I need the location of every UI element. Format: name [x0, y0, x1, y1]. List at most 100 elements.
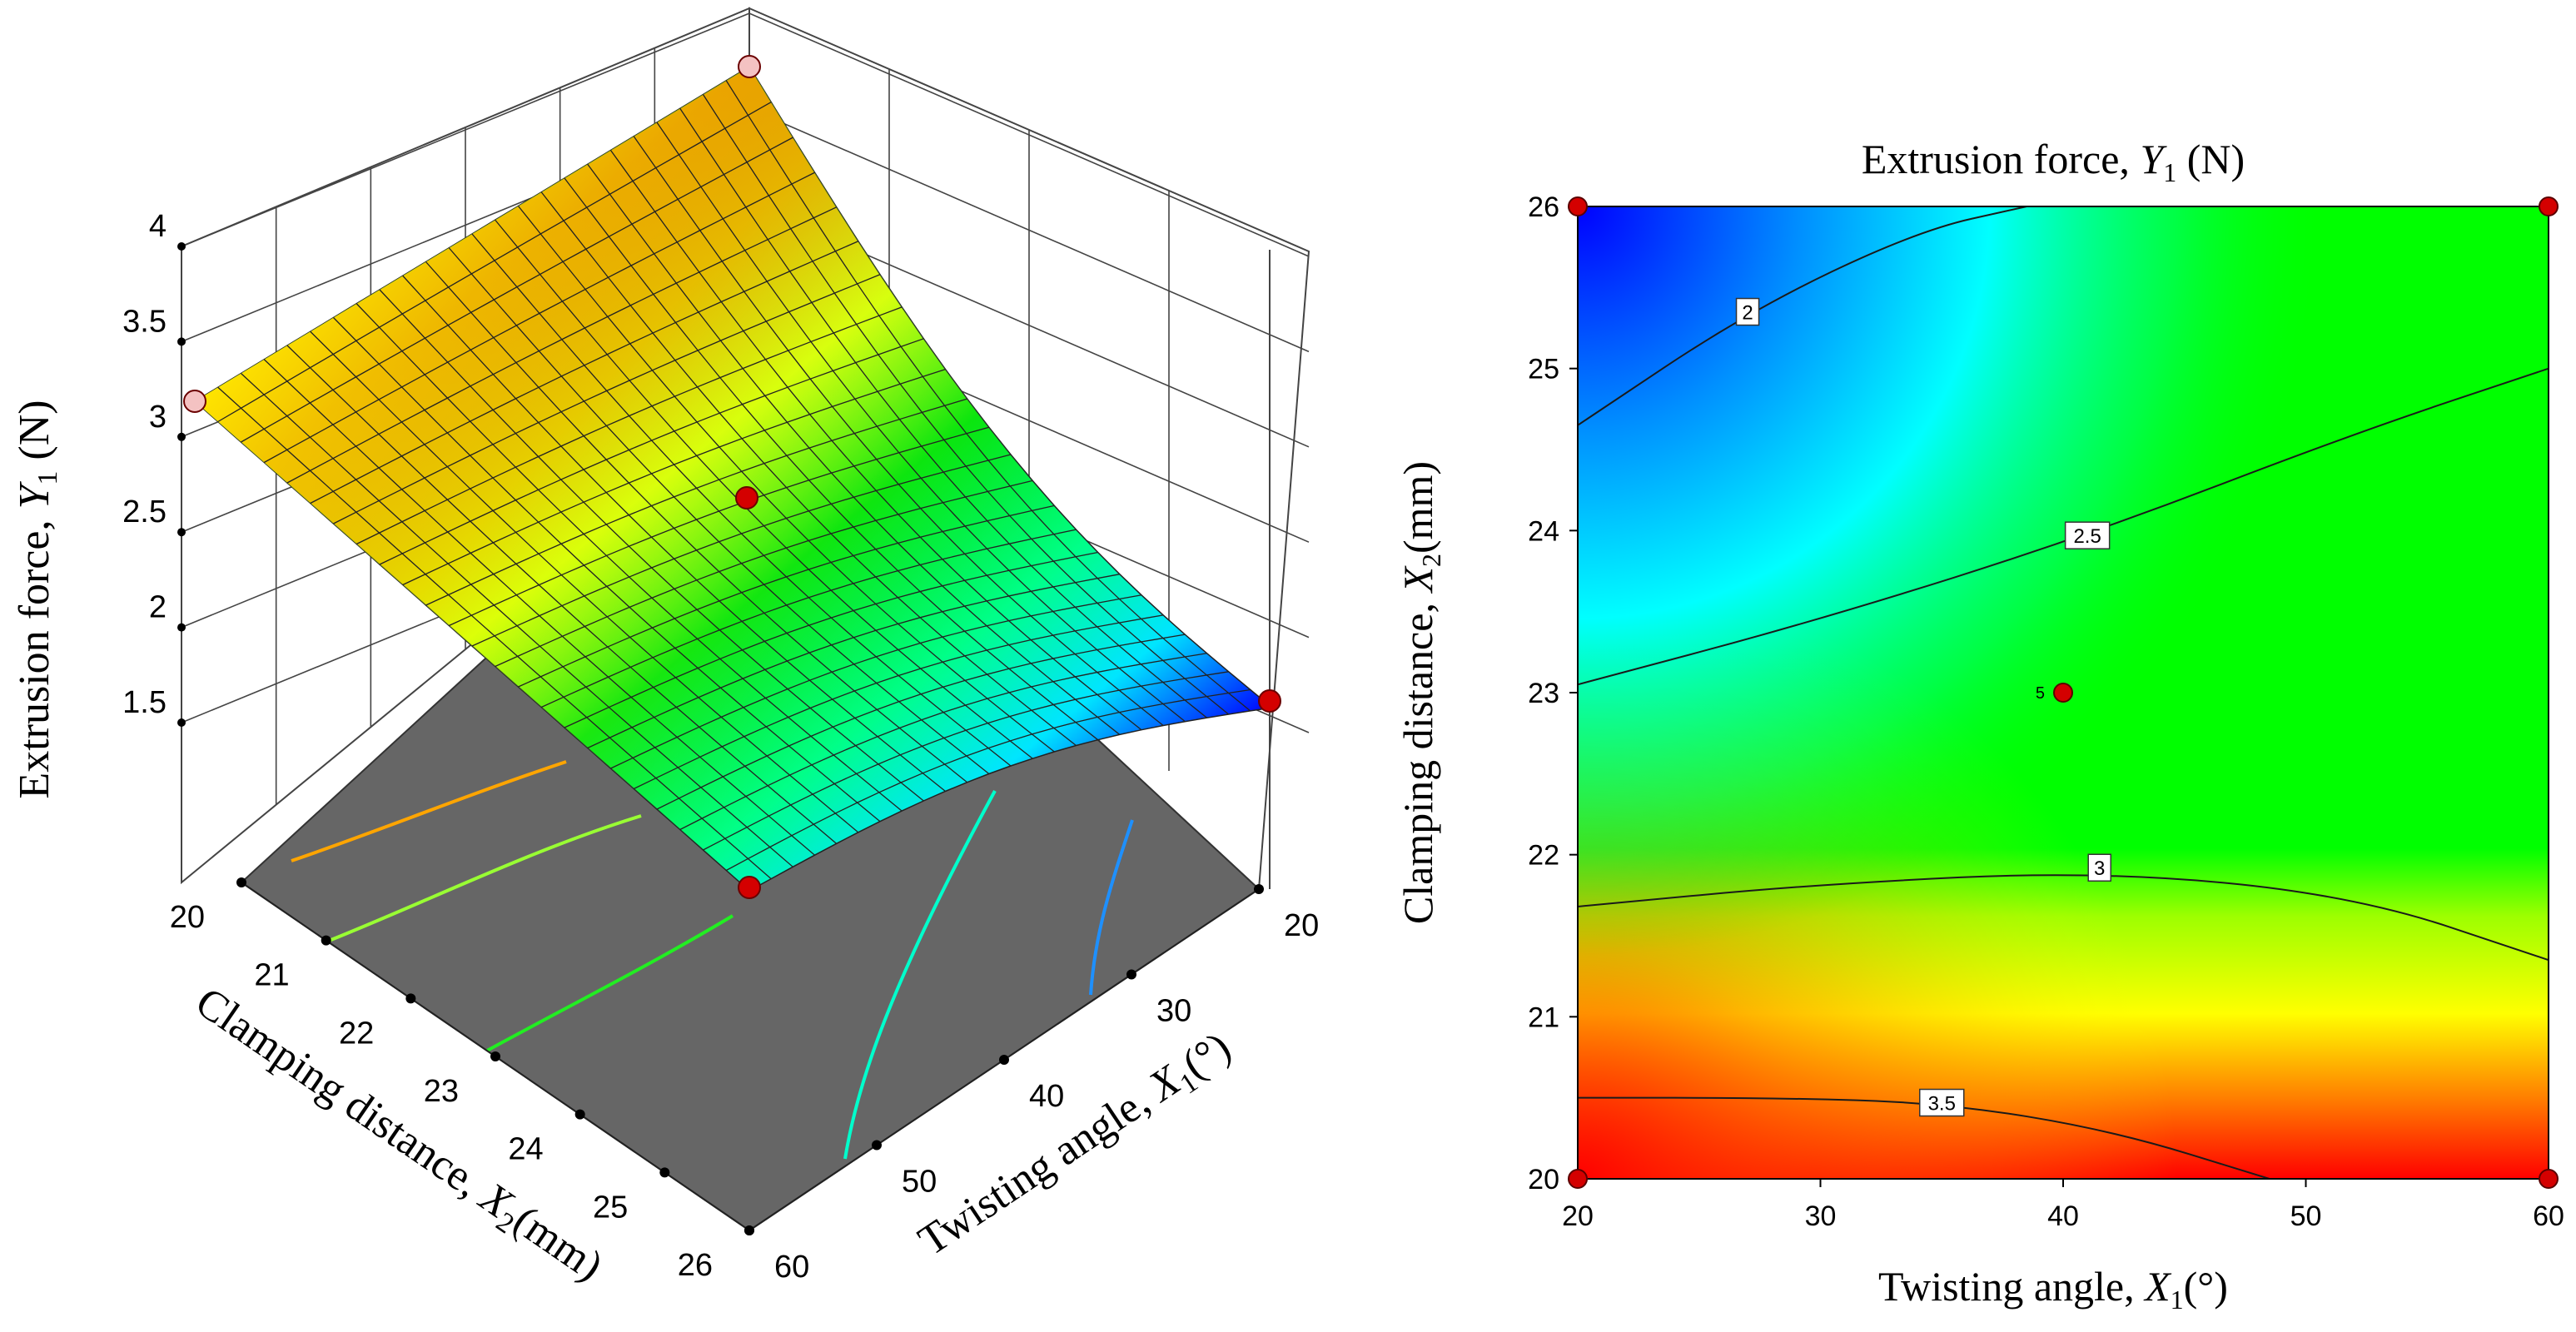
x2-tick-label: 22 — [339, 1016, 374, 1051]
x-tick-label: 20 — [1562, 1200, 1594, 1232]
contour-line — [1578, 367, 2549, 686]
mesh-line — [679, 653, 1207, 831]
x2-tick-mark — [321, 935, 331, 946]
y-tick-label: 23 — [1528, 678, 1559, 709]
contour-design-points: 5 — [1568, 196, 2559, 1189]
response-surface-shade — [195, 67, 1272, 891]
x1-tick-mark — [999, 1055, 1009, 1065]
mesh-line — [263, 359, 815, 856]
z-tick-mark — [177, 242, 186, 251]
y-tick-label: 22 — [1528, 840, 1559, 872]
z-tick-label: 4 — [149, 209, 167, 244]
contour-lines — [1578, 206, 2549, 1179]
contour-labels: 2 2.5 3 3.5 — [1735, 297, 2111, 1117]
x2-tick-label: 26 — [678, 1248, 713, 1283]
design-point — [2539, 196, 2559, 216]
x-tick-label: 40 — [2047, 1200, 2079, 1232]
x-tick-label: 30 — [1805, 1200, 1837, 1232]
y-tick-label: 20 — [1528, 1164, 1559, 1195]
x1-tick-mark — [744, 1225, 754, 1235]
x-tick-label: 60 — [2533, 1200, 2564, 1232]
contour-line — [1578, 874, 2549, 962]
design-point — [738, 55, 761, 78]
y-tick-label: 24 — [1528, 515, 1559, 547]
x2-tick-label: 20 — [170, 900, 205, 935]
z-tick-label: 3 — [149, 400, 167, 435]
floor-contour-line — [843, 790, 997, 1160]
x2-tick-mark — [574, 1109, 585, 1120]
design-point — [1568, 1169, 1588, 1189]
x2-tick-label: 21 — [254, 958, 289, 993]
contour-label-box — [1735, 297, 1760, 326]
mesh-line — [703, 671, 1229, 851]
contour-plot: 2 2.5 3 3.5 20 30 40 50 60 20 21 22 23 24 25 26 5 Ext… — [1395, 136, 2564, 1315]
design-point — [1258, 689, 1281, 713]
contour-x-label: Twisting angle, X1(°) — [1878, 1263, 2228, 1315]
floor-contour-line — [1089, 819, 1134, 996]
x1-axis-ticks: 20 30 40 50 60 — [744, 884, 1319, 1285]
floor-contour-line — [328, 814, 642, 942]
design-point — [735, 486, 758, 509]
z-tick-mark — [177, 718, 186, 727]
mesh-line — [241, 373, 793, 867]
z-tick-label: 2.5 — [122, 495, 167, 529]
contour-label: 2 — [1742, 302, 1753, 325]
contour-line — [1578, 206, 2027, 426]
surface-design-points — [183, 55, 1281, 899]
x1-tick-label: 20 — [1284, 908, 1319, 943]
z-axis-ticks: 1.5 2 2.5 3 3.5 4 — [122, 209, 186, 727]
contour-label-box — [1919, 1088, 1965, 1117]
x2-axis-ticks: 20 21 22 23 24 25 26 — [170, 877, 754, 1283]
contour-label-box — [2087, 853, 2111, 882]
x2-tick-mark — [405, 993, 416, 1004]
x1-tick-label: 50 — [902, 1165, 937, 1200]
x1-tick-mark — [1126, 969, 1136, 980]
design-point — [1568, 196, 1588, 216]
x1-tick-label: 40 — [1029, 1079, 1064, 1114]
floor-contours — [291, 760, 1134, 1160]
mesh-line — [217, 386, 772, 880]
x1-tick-mark — [1254, 884, 1264, 894]
design-point — [2053, 683, 2073, 703]
x2-tick-label: 23 — [424, 1074, 459, 1109]
design-point — [2539, 1169, 2559, 1189]
floor-contour-line — [486, 914, 734, 1052]
x2-tick-label: 25 — [593, 1190, 628, 1225]
x1-tick-label: 60 — [774, 1250, 809, 1285]
x2-tick-mark — [236, 877, 246, 887]
y-tick-label: 21 — [1528, 1001, 1559, 1033]
x2-tick-mark — [659, 1167, 670, 1178]
z-tick-mark — [177, 337, 186, 346]
surface-plot-3d: 1.5 2 2.5 3 3.5 4 20 21 22 23 24 25 26 20 30 40 50 60 E… — [11, 7, 1319, 1290]
z-tick-mark — [177, 623, 186, 632]
mesh-line — [725, 688, 1251, 872]
contour-label: 3 — [2094, 857, 2105, 880]
contour-label-box — [2064, 521, 2111, 549]
x1-tick-label: 30 — [1156, 994, 1191, 1029]
contour-x-ticks: 20 30 40 50 60 — [1562, 1179, 2564, 1232]
mesh-line — [656, 634, 1186, 810]
design-point — [738, 876, 761, 899]
contour-y-ticks: 20 21 22 23 24 25 26 — [1528, 191, 1578, 1195]
design-point — [183, 390, 206, 413]
contour-label: 3.5 — [1928, 1093, 1956, 1116]
z-tick-label: 2 — [149, 590, 167, 625]
contour-title: Extrusion force, Y1 (N) — [1862, 136, 2245, 187]
x2-tick-mark — [490, 1051, 500, 1061]
y-tick-label: 26 — [1528, 191, 1559, 223]
floor-contour-line — [291, 760, 567, 862]
contour-y-label: Clamping distance, X2(mm) — [1395, 461, 1446, 924]
x2-tick-label: 24 — [508, 1132, 543, 1167]
contour-label: 2.5 — [2073, 525, 2101, 548]
contour-line — [1578, 1096, 2270, 1179]
x-tick-label: 50 — [2290, 1200, 2322, 1232]
z-tick-mark — [177, 528, 186, 537]
center-replicates-label: 5 — [2036, 684, 2045, 703]
y-tick-label: 25 — [1528, 354, 1559, 385]
z-tick-label: 3.5 — [122, 304, 167, 339]
surface-mesh — [217, 80, 1251, 880]
x1-tick-mark — [872, 1140, 882, 1151]
z-tick-mark — [177, 432, 186, 441]
z-tick-label: 1.5 — [122, 685, 167, 720]
